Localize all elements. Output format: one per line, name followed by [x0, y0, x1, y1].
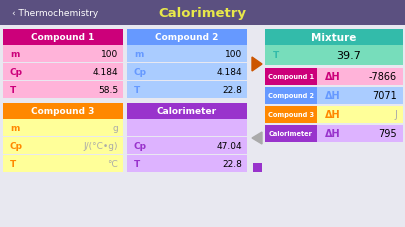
FancyBboxPatch shape — [3, 155, 123, 172]
FancyBboxPatch shape — [127, 82, 247, 99]
FancyBboxPatch shape — [265, 69, 317, 86]
Text: Compound 2: Compound 2 — [155, 33, 219, 42]
Text: T: T — [134, 86, 140, 95]
FancyBboxPatch shape — [265, 69, 403, 86]
Text: 4.184: 4.184 — [92, 68, 118, 77]
FancyBboxPatch shape — [265, 106, 403, 123]
FancyBboxPatch shape — [0, 0, 405, 26]
FancyBboxPatch shape — [265, 88, 317, 105]
Text: Compound 3: Compound 3 — [268, 112, 314, 118]
FancyBboxPatch shape — [3, 46, 123, 63]
Text: g: g — [112, 123, 118, 132]
Text: 100: 100 — [225, 50, 242, 59]
Text: ‹ Thermochemistry: ‹ Thermochemistry — [12, 8, 98, 17]
Text: J/(°C•g): J/(°C•g) — [83, 141, 118, 150]
Text: 39.7: 39.7 — [337, 51, 361, 61]
Text: 58.5: 58.5 — [98, 86, 118, 95]
Text: ΔH: ΔH — [325, 129, 341, 139]
Text: J: J — [394, 110, 397, 120]
Text: Calorimetry: Calorimetry — [158, 7, 246, 20]
Text: 22.8: 22.8 — [222, 159, 242, 168]
Polygon shape — [252, 132, 262, 144]
Text: 7071: 7071 — [372, 91, 397, 101]
Text: -7866: -7866 — [369, 72, 397, 82]
FancyBboxPatch shape — [127, 104, 247, 119]
Text: 47.04: 47.04 — [216, 141, 242, 150]
Text: Compound 3: Compound 3 — [31, 107, 95, 116]
Text: Cp: Cp — [10, 141, 23, 150]
Text: m: m — [10, 123, 19, 132]
FancyBboxPatch shape — [3, 137, 123, 154]
FancyBboxPatch shape — [265, 88, 403, 105]
FancyBboxPatch shape — [127, 137, 247, 154]
Text: 795: 795 — [378, 129, 397, 139]
Text: 22.8: 22.8 — [222, 86, 242, 95]
Text: Cp: Cp — [134, 141, 147, 150]
Text: T: T — [134, 159, 140, 168]
FancyBboxPatch shape — [265, 46, 403, 66]
FancyBboxPatch shape — [3, 104, 123, 119]
Text: ΔH: ΔH — [325, 72, 341, 82]
FancyBboxPatch shape — [3, 119, 123, 136]
Text: Calorimeter: Calorimeter — [269, 131, 313, 137]
Text: m: m — [134, 50, 143, 59]
FancyBboxPatch shape — [3, 82, 123, 99]
Polygon shape — [252, 58, 262, 72]
FancyBboxPatch shape — [265, 126, 403, 142]
Text: Compound 1: Compound 1 — [268, 74, 314, 80]
Text: Calorimeter: Calorimeter — [157, 107, 217, 116]
Text: 100: 100 — [101, 50, 118, 59]
FancyBboxPatch shape — [265, 30, 403, 46]
FancyBboxPatch shape — [3, 30, 123, 46]
Text: °C: °C — [107, 159, 118, 168]
Text: Compound 2: Compound 2 — [268, 93, 314, 99]
FancyBboxPatch shape — [127, 46, 247, 63]
Text: T: T — [273, 51, 279, 60]
Text: T: T — [10, 159, 16, 168]
Text: ΔH: ΔH — [325, 91, 341, 101]
FancyBboxPatch shape — [253, 163, 262, 172]
FancyBboxPatch shape — [265, 126, 317, 142]
Text: m: m — [10, 50, 19, 59]
Text: ΔH: ΔH — [325, 110, 341, 120]
FancyBboxPatch shape — [127, 155, 247, 172]
Text: Cp: Cp — [134, 68, 147, 77]
FancyBboxPatch shape — [265, 106, 317, 123]
FancyBboxPatch shape — [127, 30, 247, 46]
Text: Compound 1: Compound 1 — [31, 33, 95, 42]
FancyBboxPatch shape — [127, 64, 247, 81]
Text: 4.184: 4.184 — [216, 68, 242, 77]
Text: T: T — [10, 86, 16, 95]
FancyBboxPatch shape — [127, 119, 247, 136]
Text: Cp: Cp — [10, 68, 23, 77]
FancyBboxPatch shape — [3, 64, 123, 81]
Text: Mixture: Mixture — [311, 33, 357, 43]
